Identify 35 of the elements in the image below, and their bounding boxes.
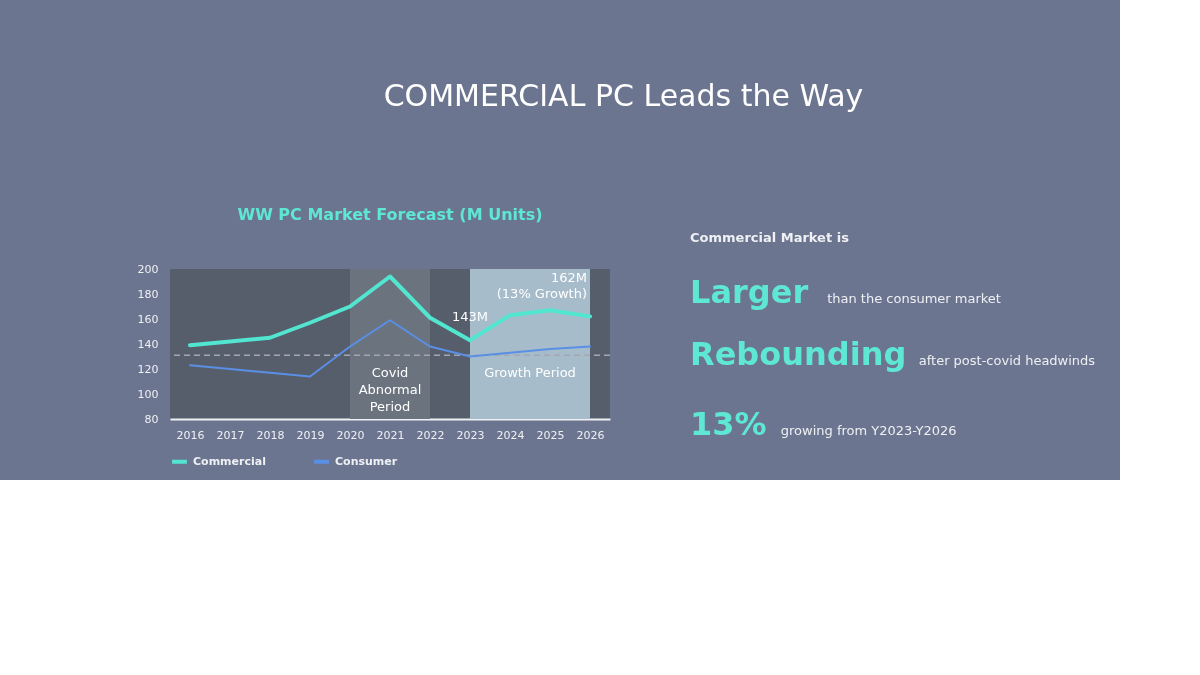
x-tick-label: 2018 (256, 428, 285, 442)
x-tick-label: 2019 (296, 428, 325, 442)
text: Commercial Market is (690, 230, 850, 245)
line-series (189, 319, 591, 378)
y-tick-label: 100 (137, 387, 159, 401)
x-tick-label: 2022 (416, 428, 445, 442)
text: 13% (690, 405, 767, 443)
text: growing from Y2023-Y2026 (780, 423, 957, 438)
x-tick-label: 2026 (576, 428, 605, 442)
x-tick-label: 2021 (376, 428, 405, 442)
x-tick-label: 2024 (496, 428, 525, 442)
chart-subtitle: WW PC Market Forecast (M Units) (237, 205, 543, 224)
x-tick-label: 2023 (456, 428, 485, 442)
annotation: 162M (13% Growth) (496, 269, 587, 301)
x-tick-label: 2017 (216, 428, 245, 442)
text: than the consumer market (827, 291, 1001, 306)
band-label: Growth Period (484, 364, 576, 380)
y-tick-label: 80 (144, 412, 159, 426)
text: Rebounding (690, 335, 907, 373)
y-tick-label: 200 (137, 262, 159, 276)
text: Larger (690, 273, 809, 311)
legend-label: Commercial (193, 454, 266, 468)
y-tick-label: 160 (137, 312, 159, 326)
y-tick-label: 120 (137, 362, 159, 376)
y-tick-label: 140 (137, 337, 159, 351)
x-tick-label: 2025 (536, 428, 565, 442)
chart-title: COMMERCIAL PC Leads the Way (383, 78, 864, 113)
x-tick-label: 2020 (336, 428, 365, 442)
y-tick-label: 180 (137, 287, 159, 301)
band-label: Covid Abnormal Period (358, 364, 422, 414)
annotation: 143M (451, 309, 489, 325)
text: after post-covid headwinds (918, 353, 1096, 368)
legend-label: Consumer (335, 454, 398, 468)
x-tick-label: 2016 (176, 428, 205, 442)
line-series (188, 274, 592, 348)
